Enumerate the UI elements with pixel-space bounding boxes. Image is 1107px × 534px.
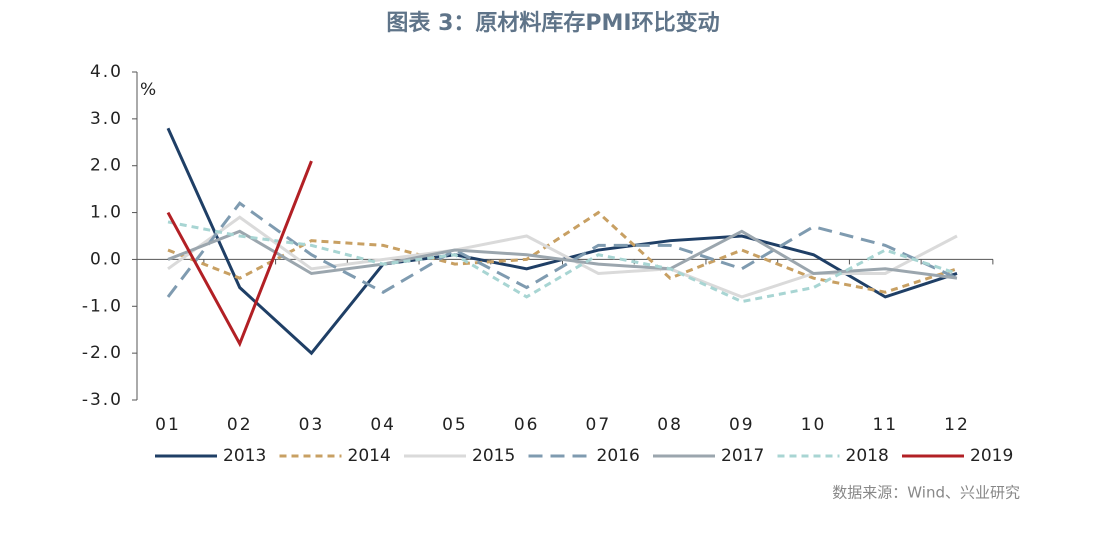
series-line: [166, 201, 958, 298]
y-tick-label: 4.0: [90, 62, 123, 82]
x-tick-label: 05: [442, 415, 468, 435]
x-tick-label: 09: [729, 415, 755, 435]
y-tick-label: -1.0: [82, 296, 123, 316]
legend-label: 2016: [597, 446, 640, 466]
x-tick-label: 11: [872, 415, 898, 435]
legend-label: 2015: [472, 446, 515, 466]
series-line: [167, 229, 958, 280]
y-tick-label: 2.0: [90, 156, 123, 176]
x-tick-label: 08: [657, 415, 683, 435]
x-tick-label: 02: [227, 415, 253, 435]
y-tick-label: 3.0: [90, 109, 123, 129]
y-tick-label: -2.0: [82, 343, 123, 363]
legend-label: 2017: [721, 446, 764, 466]
x-tick-label: 03: [299, 415, 325, 435]
chart-title: 图表 3：原材料库存PMI环比变动: [386, 10, 719, 36]
x-tick-label: 01: [155, 415, 181, 435]
series-line: [166, 160, 313, 348]
legend-label: 2019: [970, 446, 1013, 466]
y-tick-label: 0.0: [90, 249, 123, 269]
source-note: 数据来源：Wind、兴业研究: [832, 484, 1020, 502]
legend-label: 2014: [348, 446, 391, 466]
legend-label: 2013: [223, 446, 266, 466]
x-tick-label: 04: [370, 415, 396, 435]
x-tick-label: 07: [586, 415, 612, 435]
y-tick-label: -3.0: [82, 390, 123, 410]
y-tick-label: 1.0: [90, 203, 123, 223]
x-tick-label: 06: [514, 415, 540, 435]
series-line: [166, 127, 958, 356]
x-tick-label: 12: [944, 415, 970, 435]
x-tick-label: 10: [801, 415, 827, 435]
y-unit: %: [140, 80, 158, 100]
series-line: [167, 220, 958, 304]
legend-label: 2018: [846, 446, 889, 466]
